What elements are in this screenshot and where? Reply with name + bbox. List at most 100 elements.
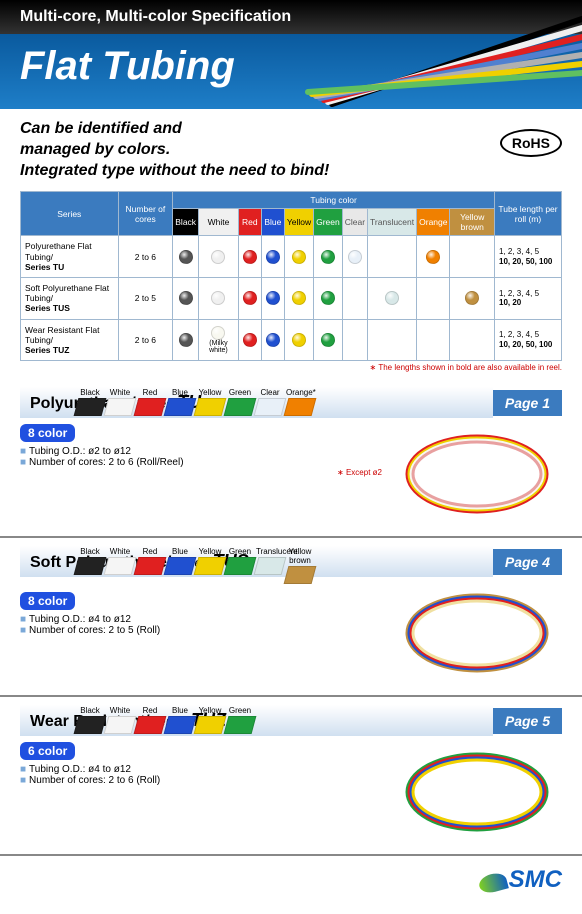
th-color-white: White	[199, 209, 239, 236]
swatch: Green	[226, 706, 254, 734]
dot-cell	[173, 319, 199, 361]
spec-od: Tubing O.D.: ø4 to ø12	[20, 764, 382, 775]
th-color-black: Black	[173, 209, 199, 236]
spec-od: Tubing O.D.: ø2 to ø12	[20, 446, 382, 457]
dot-cell	[284, 236, 313, 278]
dot-cell	[342, 277, 367, 319]
cores-cell: 2 to 6	[118, 236, 173, 278]
dot-cell	[417, 277, 450, 319]
title-text: Flat Tubing	[20, 44, 235, 88]
swatch: Black	[76, 547, 104, 584]
table-footnote: ∗ The lengths shown in bold are also ava…	[20, 361, 562, 374]
table-row: Soft Polyurethane Flat Tubing/Series TUS…	[21, 277, 562, 319]
coil-image	[392, 742, 562, 842]
swatch: Clear	[256, 388, 284, 416]
page-tab[interactable]: Page 5	[493, 708, 562, 734]
dot-cell	[314, 277, 343, 319]
page-tab[interactable]: Page 1	[493, 390, 562, 416]
intro-line3: Integrated type without the need to bind…	[20, 161, 562, 182]
dot-cell	[238, 236, 261, 278]
section-tus: Soft Polyurethane/Series TUS Page 4 Blac…	[0, 538, 582, 697]
cores-cell: 2 to 5	[118, 277, 173, 319]
th-color-red: Red	[238, 209, 261, 236]
swatch: Green	[226, 388, 254, 416]
header-title: Flat Tubing	[0, 34, 582, 109]
page-tab[interactable]: Page 4	[493, 549, 562, 575]
dot-cell	[173, 277, 199, 319]
dot-cell	[261, 236, 284, 278]
spec-table: Series Number of cores Tubing color Tube…	[20, 191, 562, 361]
header-subtitle: Multi-core, Multi-color Specification	[0, 0, 582, 34]
table-row: Polyurethane Flat Tubing/Series TU 2 to …	[21, 236, 562, 278]
dot-cell	[417, 236, 450, 278]
dot-cell	[261, 319, 284, 361]
spec-table-wrap: Series Number of cores Tubing color Tube…	[0, 191, 582, 379]
th-cores: Number of cores	[118, 192, 173, 236]
dot-cell	[450, 236, 495, 278]
dot-cell	[284, 319, 313, 361]
swatch: Black	[76, 388, 104, 416]
th-color-orange: Orange	[417, 209, 450, 236]
swatch: Black	[76, 706, 104, 734]
swatch: White	[106, 547, 134, 584]
swatch: Green	[226, 547, 254, 584]
th-color-clear: Clear	[342, 209, 367, 236]
cores-cell: 2 to 6	[118, 319, 173, 361]
th-series: Series	[21, 192, 119, 236]
swatch: Yellow	[196, 706, 224, 734]
swatch: Orange*	[286, 388, 314, 416]
swatch: Red	[136, 388, 164, 416]
swatch: Blue	[166, 547, 194, 584]
length-cell: 1, 2, 3, 4, 510, 20, 50, 100	[495, 319, 562, 361]
series-cell: Wear Resistant Flat Tubing/Series TUZ	[21, 319, 119, 361]
dot-cell	[314, 319, 343, 361]
length-cell: 1, 2, 3, 4, 510, 20	[495, 277, 562, 319]
dot-cell	[450, 277, 495, 319]
th-color-blue: Blue	[261, 209, 284, 236]
swatch: Translucent	[256, 547, 284, 584]
swatch: Blue	[166, 706, 194, 734]
spec-cores: Number of cores: 2 to 6 (Roll)	[20, 775, 382, 786]
coil-image	[392, 424, 562, 524]
series-cell: Polyurethane Flat Tubing/Series TU	[21, 236, 119, 278]
swatch: White	[106, 706, 134, 734]
color-badge: 6 color	[20, 742, 75, 760]
th-color-yellow brown: Yellow brown	[450, 209, 495, 236]
swatch: Red	[136, 547, 164, 584]
series-cell: Soft Polyurethane Flat Tubing/Series TUS	[21, 277, 119, 319]
table-row: Wear Resistant Flat Tubing/Series TUZ 2 …	[21, 319, 562, 361]
th-color-translucent: Translucent	[368, 209, 417, 236]
smc-swoosh-icon	[477, 871, 509, 896]
rohs-badge: RoHS	[500, 129, 562, 157]
length-cell: 1, 2, 3, 4, 510, 20, 50, 100	[495, 236, 562, 278]
section-tuz: Wear Resistant/Series TUZ Page 5 BlackWh…	[0, 697, 582, 856]
th-color-yellow: Yellow	[284, 209, 313, 236]
dot-cell	[238, 319, 261, 361]
th-tubing-color: Tubing color	[173, 192, 495, 209]
dot-cell	[368, 236, 417, 278]
th-color-green: Green	[314, 209, 343, 236]
swatch: Yellow	[196, 547, 224, 584]
spec-cores: Number of cores: 2 to 5 (Roll)	[20, 625, 382, 636]
swatches: BlackWhiteRedBlueYellowGreenClearOrange*	[76, 388, 382, 416]
smc-logo: SMC	[509, 866, 562, 893]
color-badge: 8 color	[20, 424, 75, 442]
dot-cell	[450, 319, 495, 361]
swatch: Blue	[166, 388, 194, 416]
intro-line1: Can be identified and	[20, 119, 562, 140]
dot-cell	[261, 277, 284, 319]
spec-note: ∗ Except ø2	[20, 468, 382, 477]
dot-cell: (Milky white)	[199, 319, 239, 361]
swatch: Yellow brown	[286, 547, 314, 584]
dot-cell	[199, 277, 239, 319]
dot-cell	[368, 277, 417, 319]
dot-cell	[417, 319, 450, 361]
swatches: BlackWhiteRedBlueYellowGreen	[76, 706, 382, 734]
dot-cell	[199, 236, 239, 278]
swatch: Yellow	[196, 388, 224, 416]
spec-od: Tubing O.D.: ø4 to ø12	[20, 614, 382, 625]
dot-cell	[238, 277, 261, 319]
intro-line2: managed by colors.	[20, 140, 562, 161]
coil-image	[392, 583, 562, 683]
dot-cell	[368, 319, 417, 361]
